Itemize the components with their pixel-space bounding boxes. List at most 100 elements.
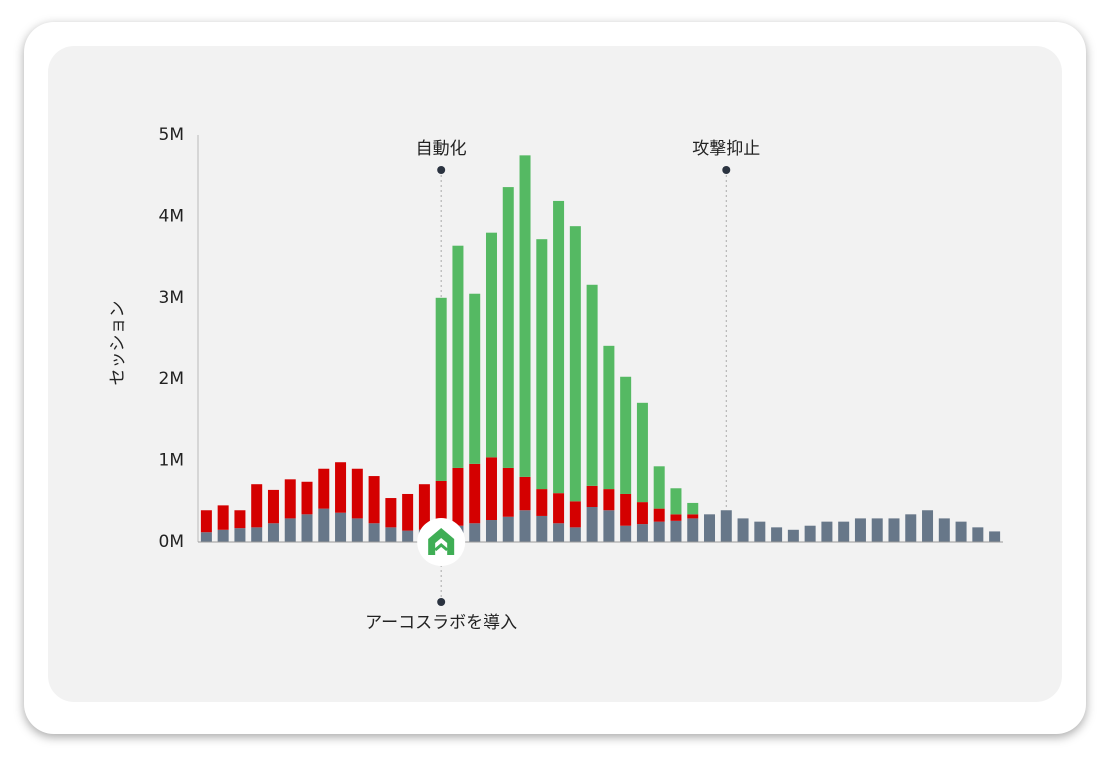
bar-segment (687, 518, 699, 542)
bar-segment (569, 527, 581, 542)
y-tick-label: 0M (159, 532, 184, 552)
bar-segment (854, 518, 866, 542)
bar-segment (586, 485, 598, 507)
bar-segment (586, 284, 598, 486)
bar-segment (469, 293, 481, 464)
bar-segment (418, 484, 430, 530)
bar-segment (720, 510, 732, 542)
bar-segment (234, 528, 246, 542)
bar-segment (519, 476, 531, 511)
bar-segment (653, 521, 665, 542)
bar-segment (603, 510, 615, 542)
bar-segment (502, 467, 514, 517)
bar-segment (351, 468, 363, 519)
bar-segment (469, 463, 481, 524)
bar-segment (485, 520, 497, 542)
bar-segment (351, 518, 363, 542)
bar-segment (871, 518, 883, 542)
bar-segment (402, 493, 414, 531)
y-tick-label: 3M (159, 288, 184, 308)
bar-segment (452, 467, 464, 526)
bar-segment (536, 489, 548, 516)
bar-segment (368, 523, 380, 542)
bar-segment (502, 187, 514, 468)
bar-segment (536, 239, 548, 490)
bar-segment (603, 345, 615, 490)
bar-segment (234, 510, 246, 529)
bar-segment (553, 200, 565, 494)
y-tick-label: 2M (159, 369, 184, 389)
bar-segment (787, 529, 799, 542)
bar-segment (452, 245, 464, 468)
bar-segment (519, 155, 531, 477)
bar-segment (553, 493, 565, 524)
bar-segment (804, 525, 816, 542)
bar-segment (284, 479, 296, 519)
annotation: アーコスラボを導入 (365, 613, 517, 633)
y-axis-label: セッション (108, 301, 128, 386)
bar-segment (200, 532, 212, 542)
bar-segment (922, 510, 934, 542)
bar-segment (318, 508, 330, 542)
bar-segment (217, 529, 229, 542)
bar-segment (385, 498, 397, 528)
bar-segment (670, 514, 682, 521)
bar-segment (989, 531, 1001, 542)
bar-segment (653, 508, 665, 522)
bar-segment (670, 520, 682, 542)
annotation: 攻撃抑止 (692, 139, 760, 159)
bar-segment (905, 514, 917, 542)
bar-segment (771, 527, 783, 542)
bar-segment (301, 514, 313, 542)
bar-segment (603, 489, 615, 511)
bar-segment (318, 468, 330, 509)
bar-segment (485, 457, 497, 521)
annotation-dot (722, 166, 731, 174)
bar-segment (972, 527, 984, 542)
bar-segment (620, 376, 632, 494)
annotation: 自動化 (416, 139, 467, 159)
bar-segment (435, 297, 447, 481)
bar-segment (251, 527, 263, 542)
bar-segment (335, 462, 347, 513)
annotation-dot (437, 598, 446, 606)
y-tick-label: 4M (159, 206, 184, 226)
bar-segment (217, 505, 229, 530)
bar-segment (402, 530, 414, 542)
bar-segment (469, 523, 481, 542)
y-tick-label: 1M (159, 451, 184, 471)
bar-segment (636, 502, 648, 525)
bar-segment (553, 523, 565, 542)
bar-segment (653, 466, 665, 509)
bar-segment (620, 525, 632, 542)
bar-segment (284, 518, 296, 542)
bar-segment (670, 488, 682, 515)
bar-segment (888, 518, 900, 542)
bar-segment (385, 527, 397, 542)
logo-chevron (434, 543, 449, 552)
logo-icon (428, 528, 455, 555)
bar-segment (687, 514, 699, 519)
bar-segment (704, 514, 716, 542)
annotation-dot (437, 166, 446, 174)
bar-segment (620, 493, 632, 526)
bar-segment (636, 402, 648, 503)
bar-segment (636, 524, 648, 542)
bar-segment (938, 518, 950, 542)
bar-segment (502, 516, 514, 542)
bar-segment (267, 523, 279, 542)
bar-segment (368, 476, 380, 524)
bar-segment (586, 506, 598, 542)
bar-segment (335, 512, 347, 542)
bar-segment (536, 515, 548, 542)
bar-segment (838, 521, 850, 542)
bar-segment (519, 510, 531, 542)
bar-segment (569, 226, 581, 502)
bar-segment (955, 521, 967, 542)
bar-segment (821, 521, 833, 542)
bar-segment (485, 232, 497, 458)
bar-segment (569, 501, 581, 528)
y-tick-label: 5M (159, 125, 184, 145)
logo-badge (417, 518, 466, 566)
bar-segment (435, 480, 447, 530)
